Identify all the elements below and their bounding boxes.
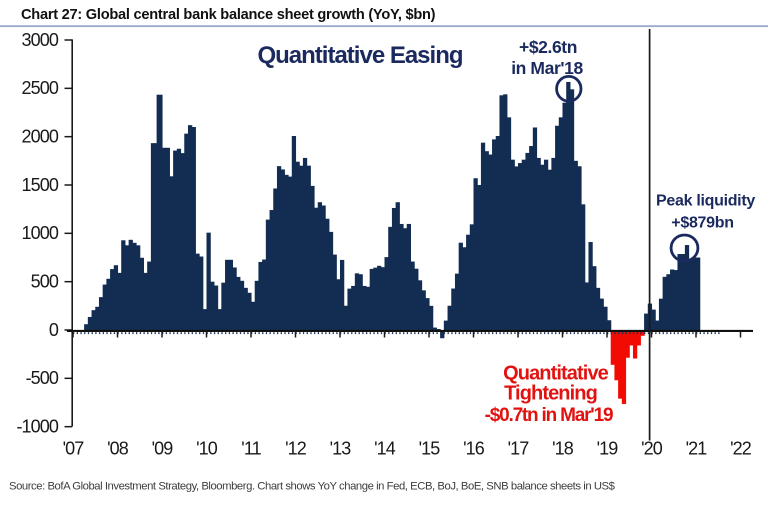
svg-text:-1000: -1000 bbox=[16, 417, 58, 437]
svg-text:'13: '13 bbox=[330, 439, 352, 459]
svg-text:in Mar'18: in Mar'18 bbox=[511, 58, 583, 78]
svg-text:'09: '09 bbox=[152, 439, 174, 459]
svg-text:'21: '21 bbox=[686, 439, 708, 459]
svg-text:3000: 3000 bbox=[22, 30, 59, 50]
svg-text:'15: '15 bbox=[419, 439, 441, 459]
svg-text:0: 0 bbox=[49, 320, 59, 340]
svg-text:'07: '07 bbox=[63, 439, 85, 459]
svg-text:+$2.6tn: +$2.6tn bbox=[519, 37, 577, 57]
svg-text:'14: '14 bbox=[374, 439, 396, 459]
svg-text:Quantitative Easing: Quantitative Easing bbox=[257, 42, 462, 69]
svg-text:Source: BofA Global Investment: Source: BofA Global Investment Strategy,… bbox=[9, 481, 616, 493]
svg-text:'10: '10 bbox=[196, 439, 218, 459]
svg-text:Peak liquidity: Peak liquidity bbox=[656, 192, 755, 209]
svg-text:'20: '20 bbox=[641, 439, 663, 459]
svg-text:'16: '16 bbox=[463, 439, 485, 459]
svg-text:'22: '22 bbox=[730, 439, 752, 459]
svg-text:+$879bn: +$879bn bbox=[671, 215, 733, 232]
svg-text:500: 500 bbox=[31, 272, 59, 292]
svg-text:Quantitative: Quantitative bbox=[503, 363, 609, 385]
svg-text:1500: 1500 bbox=[22, 175, 59, 195]
svg-text:'18: '18 bbox=[552, 439, 574, 459]
svg-text:'12: '12 bbox=[285, 439, 307, 459]
svg-text:'17: '17 bbox=[508, 439, 530, 459]
svg-text:'19: '19 bbox=[597, 439, 619, 459]
svg-text:2000: 2000 bbox=[22, 127, 59, 147]
svg-text:-500: -500 bbox=[26, 368, 59, 388]
svg-text:2500: 2500 bbox=[22, 78, 59, 98]
svg-text:Chart 27: Global central bank: Chart 27: Global central bank balance sh… bbox=[21, 7, 436, 23]
svg-text:-$0.7tn in Mar'19: -$0.7tn in Mar'19 bbox=[485, 405, 613, 426]
svg-text:1000: 1000 bbox=[22, 223, 59, 243]
svg-text:'11: '11 bbox=[241, 439, 261, 459]
svg-text:Tightening: Tightening bbox=[504, 382, 597, 404]
svg-text:'08: '08 bbox=[107, 439, 129, 459]
